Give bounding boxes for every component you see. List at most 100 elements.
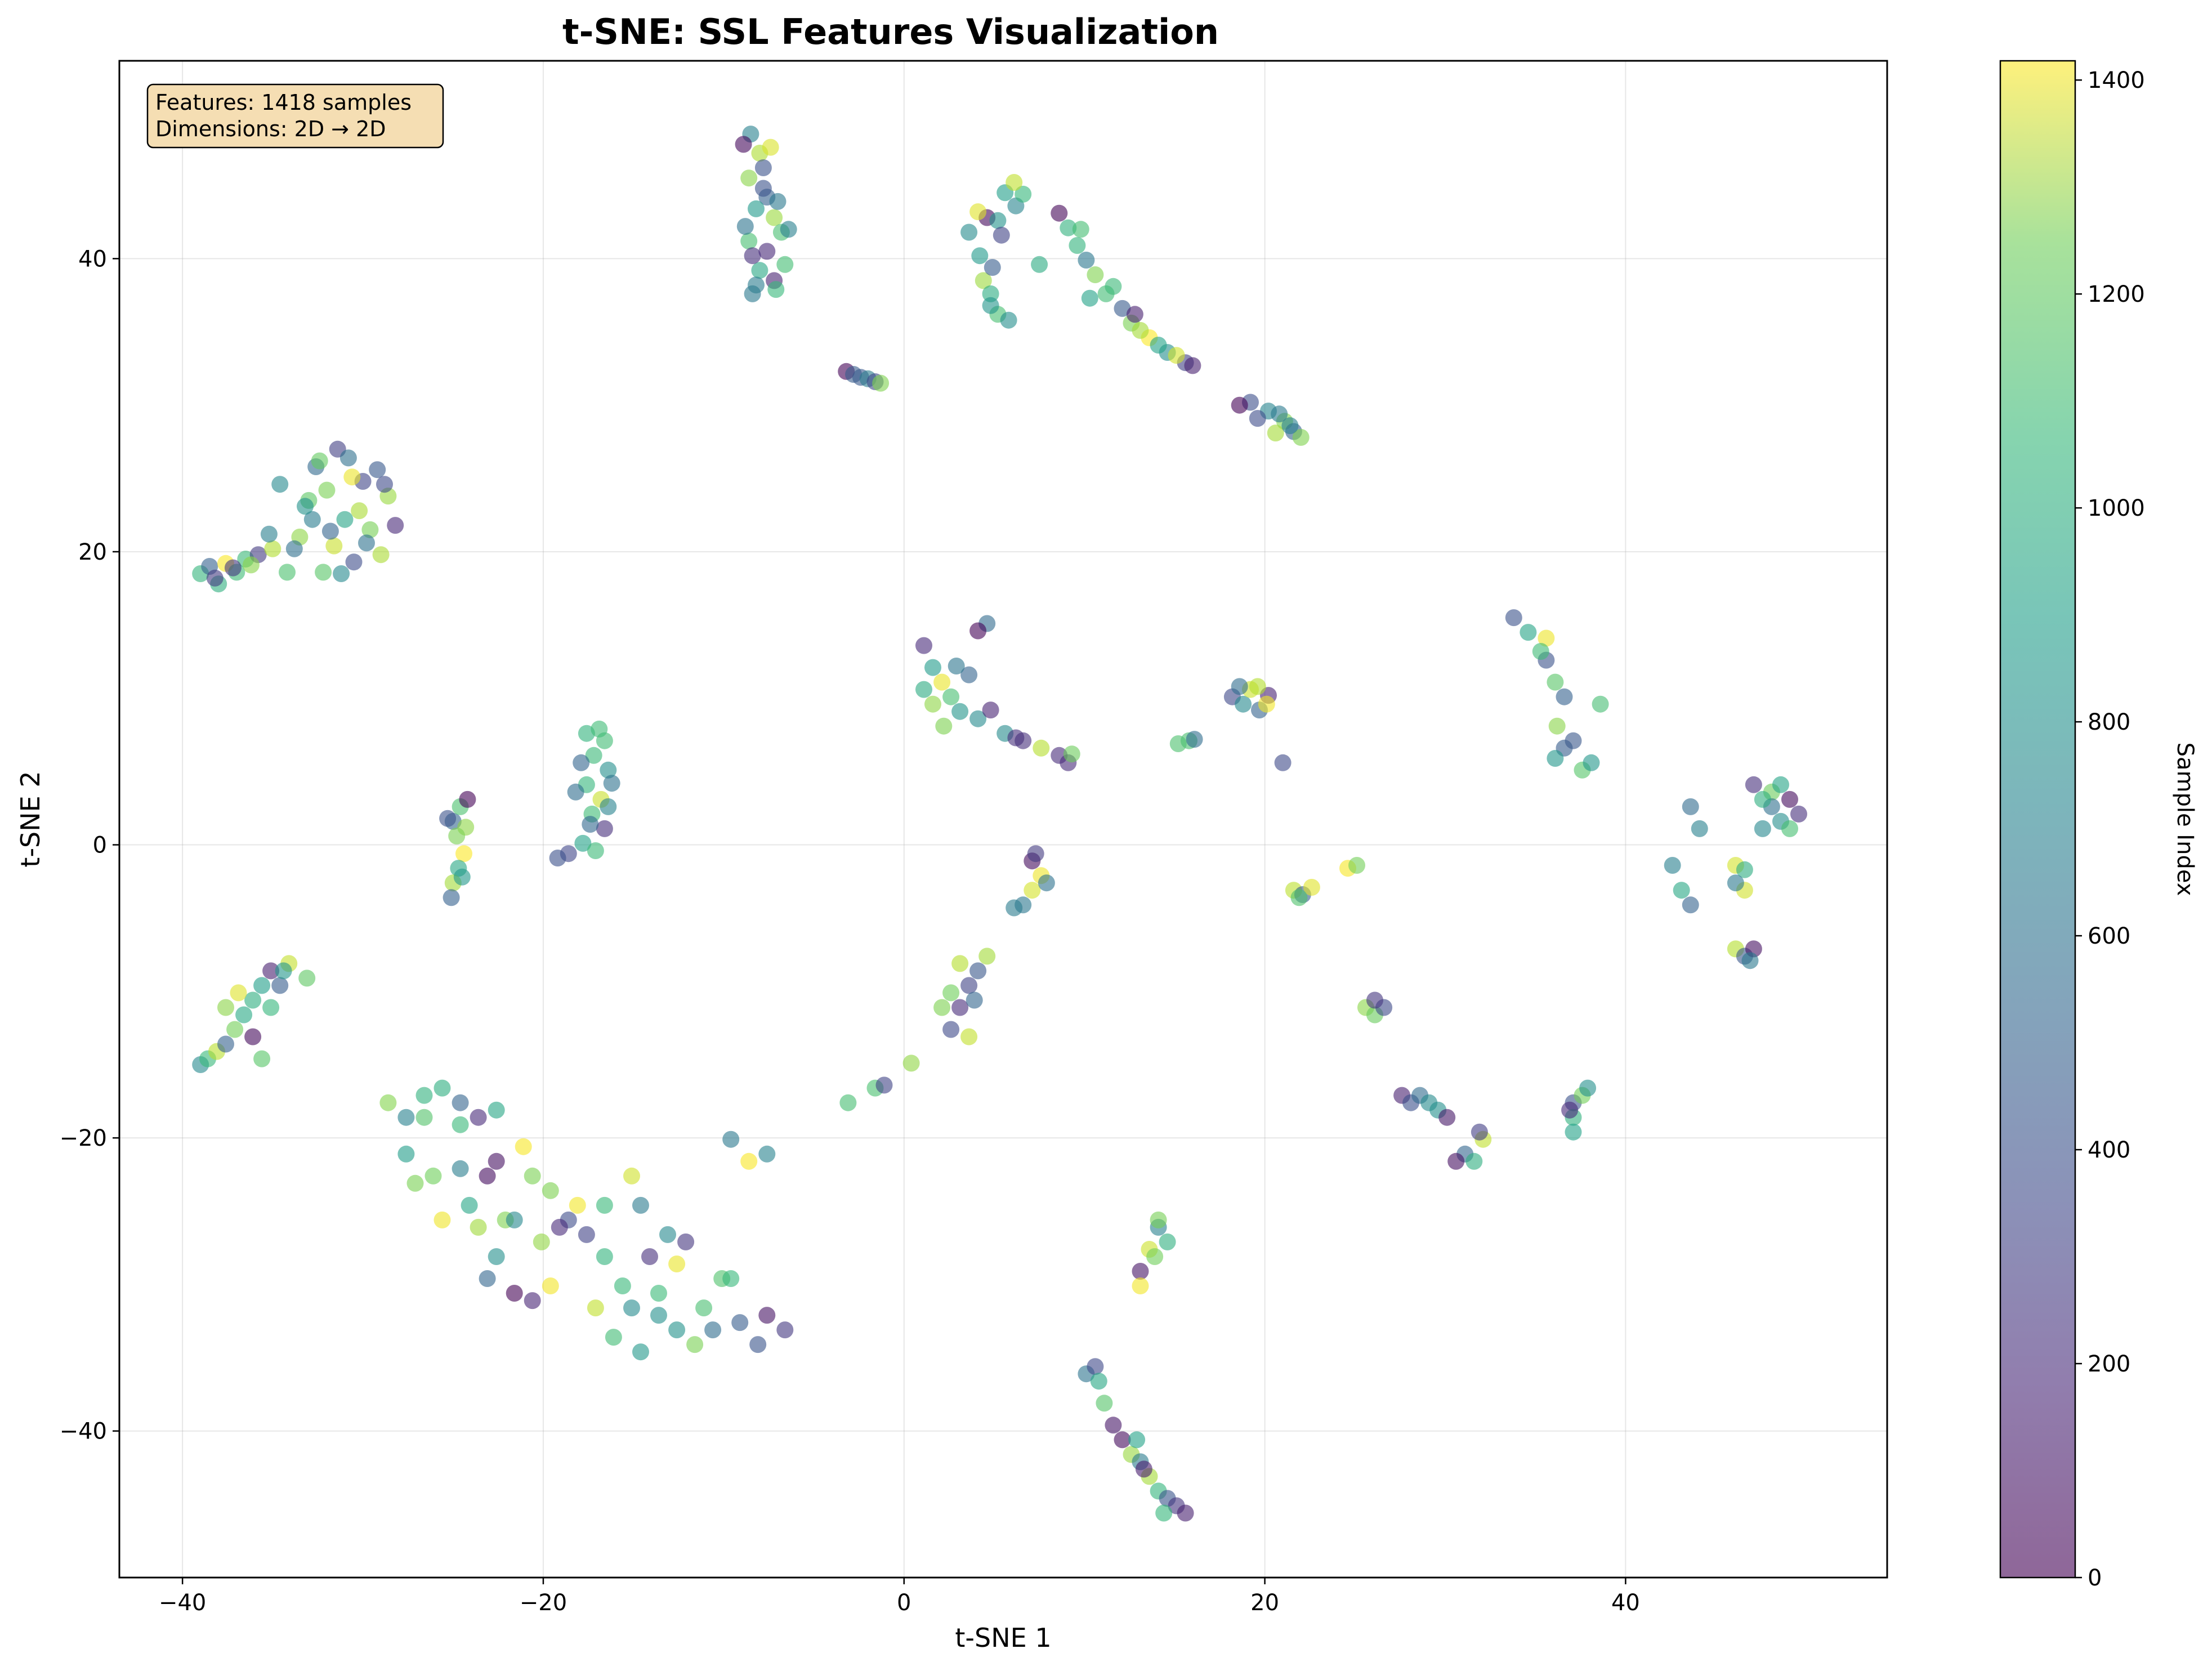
scatter-point xyxy=(1078,252,1095,269)
scatter-point xyxy=(452,1160,469,1177)
y-tick-label: −40 xyxy=(60,1419,107,1445)
scatter-point xyxy=(515,1138,532,1155)
scatter-point xyxy=(434,1211,451,1228)
scatter-point xyxy=(951,955,969,972)
scatter-point xyxy=(455,845,472,863)
scatter-point xyxy=(1745,776,1762,793)
scatter-point xyxy=(966,991,983,1009)
scatter-point xyxy=(1292,428,1310,446)
scatter-point xyxy=(1271,405,1288,423)
scatter-point xyxy=(1736,861,1753,878)
scatter-point xyxy=(448,827,466,845)
scatter-point xyxy=(325,537,343,555)
scatter-point xyxy=(969,203,987,221)
scatter-point xyxy=(984,259,1001,276)
scatter-point xyxy=(650,1307,667,1324)
scatter-point xyxy=(1772,776,1789,793)
scatter-point xyxy=(351,502,368,520)
scatter-point xyxy=(1031,256,1048,273)
scatter-point xyxy=(244,991,262,1009)
y-tick-label: −20 xyxy=(60,1125,107,1151)
y-axis-ticks: −40 −20 0 20 40 xyxy=(60,246,119,1445)
scatter-point xyxy=(1072,221,1089,238)
scatter-point xyxy=(1087,1358,1104,1375)
scatter-point xyxy=(969,710,987,727)
colorbar-gradient xyxy=(2000,61,2075,1578)
scatter-point xyxy=(1060,219,1077,236)
scatter-point xyxy=(722,1270,740,1287)
scatter-point xyxy=(1090,1373,1107,1390)
scatter-point xyxy=(311,452,328,470)
scatter-point xyxy=(740,233,758,250)
scatter-point xyxy=(1027,845,1044,863)
x-tick-label: 0 xyxy=(897,1590,911,1616)
scatter-point xyxy=(744,247,761,265)
scatter-point xyxy=(1249,410,1266,427)
info-line-dimensions: Dimensions: 2D → 2D xyxy=(155,117,386,141)
x-tick-label: 20 xyxy=(1250,1590,1279,1616)
scatter-point xyxy=(1087,266,1104,283)
scatter-point xyxy=(975,272,992,289)
scatter-point xyxy=(1565,1123,1582,1141)
x-axis-ticks: −40 −20 0 20 40 xyxy=(159,1578,1640,1616)
scatter-point xyxy=(1505,609,1522,627)
scatter-point xyxy=(470,1218,487,1236)
scatter-point xyxy=(226,1021,244,1038)
y-tick-label: 40 xyxy=(78,246,107,272)
scatter-point xyxy=(1267,425,1284,442)
colorbar-ticks: 0 200 400 600 800 1000 1200 1400 xyxy=(2075,68,2145,1591)
scatter-point xyxy=(933,673,951,691)
scatter-point xyxy=(924,659,941,676)
scatter-point xyxy=(1033,739,1050,757)
scatter-point xyxy=(668,1321,686,1339)
scatter-point xyxy=(942,1021,960,1038)
scatter-point xyxy=(315,564,332,581)
scatter-point xyxy=(479,1270,496,1287)
scatter-point xyxy=(585,747,602,764)
scatter-point xyxy=(415,1109,433,1126)
scatter-point xyxy=(443,889,460,906)
scatter-point xyxy=(1051,204,1068,222)
scatter-point xyxy=(748,276,765,294)
scatter-point xyxy=(596,820,613,837)
scatter-point xyxy=(1231,678,1248,695)
scatter-point xyxy=(524,1167,541,1185)
scatter-point xyxy=(275,962,292,980)
info-box-background xyxy=(146,83,444,149)
scatter-point xyxy=(1274,754,1292,771)
scatter-point xyxy=(1235,695,1252,713)
scatter-point xyxy=(942,984,960,1002)
scatter-point xyxy=(1548,717,1566,735)
scatter-point xyxy=(1727,874,1744,892)
colorbar-label: Sample Index xyxy=(2172,743,2198,896)
colorbar-tick-label: 600 xyxy=(2088,923,2130,949)
info-box: Features: 1418 samples Dimensions: 2D → … xyxy=(146,83,444,149)
scatter-point xyxy=(1438,1109,1456,1126)
scatter-point xyxy=(695,1299,713,1317)
colorbar-tick-label: 400 xyxy=(2088,1137,2130,1163)
scatter-point xyxy=(298,969,316,987)
scatter-point xyxy=(1303,879,1320,896)
scatter-point xyxy=(1520,624,1537,641)
scatter-point xyxy=(1168,347,1185,364)
scatter-point xyxy=(574,834,592,852)
scatter-point xyxy=(542,1182,559,1199)
scatter-point xyxy=(1673,882,1690,899)
scatter-point xyxy=(1556,688,1573,705)
scatter-point xyxy=(754,180,772,197)
chart-title: t-SNE: SSL Features Visualization xyxy=(562,11,1219,52)
scatter-point xyxy=(1132,1263,1149,1280)
info-line-features: Features: 1418 samples xyxy=(155,90,412,115)
scatter-point xyxy=(969,622,987,640)
scatter-point xyxy=(1063,745,1080,763)
scatter-point xyxy=(704,1321,722,1339)
scatter-point xyxy=(230,984,247,1002)
scatter-point xyxy=(379,1094,397,1111)
scatter-point xyxy=(758,243,776,260)
x-tick-label: −40 xyxy=(159,1590,206,1616)
scatter-point xyxy=(915,681,932,698)
scatter-point xyxy=(1081,289,1098,307)
scatter-point xyxy=(1682,896,1699,914)
scatter-point xyxy=(488,1101,505,1119)
